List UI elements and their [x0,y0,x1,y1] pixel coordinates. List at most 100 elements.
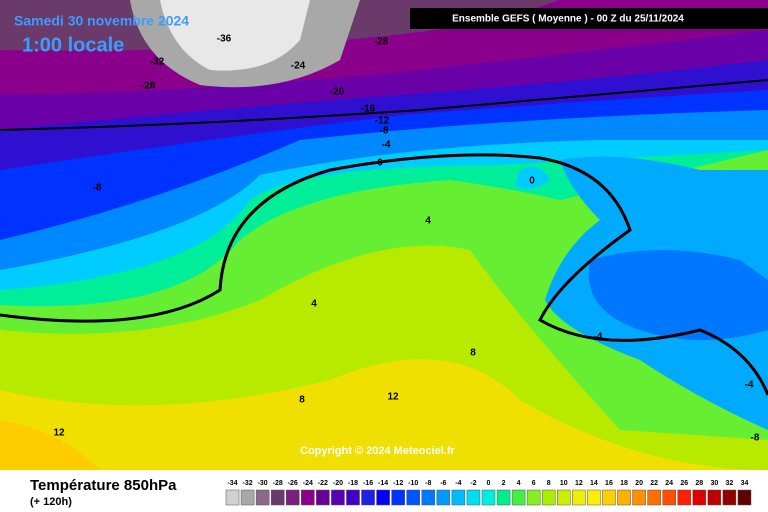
contour-label: -4 [745,380,754,391]
legend-swatch [240,489,255,506]
legend-swatch [301,489,315,506]
legend-swatch [722,489,737,506]
legend-tick-label: 30 [710,480,718,487]
contour-label: -36 [217,34,232,45]
legend-swatch [436,489,451,506]
legend-tick-label: -26 [288,480,298,487]
contour-label: -24 [291,61,306,72]
legend-tick-label: 22 [650,480,658,487]
contour-labels: -36-32-28-28-24-20-16-12-8-40-8440881212… [53,34,759,444]
legend-title: Température 850hPa [30,477,177,494]
legend-tick-label: 12 [575,480,583,487]
legend-tick-label: 4 [517,480,521,487]
header-box [410,8,768,29]
contour-label: 0 [529,176,535,187]
legend-swatch [421,489,436,506]
legend-swatch [647,489,661,506]
legend-swatch [225,489,240,506]
legend-swatch [557,489,571,506]
legend-swatch [632,489,646,506]
legend-tick-label: -20 [333,480,343,487]
legend-swatch [692,489,707,506]
legend-swatch [602,489,616,506]
legend-swatch [617,489,631,506]
legend-swatch [511,489,526,506]
legend-tick-label: -8 [425,480,431,487]
legend-tick-label: 16 [605,480,613,487]
copyright: Copyright © 2024 Meteociel.fr [300,445,456,457]
legend-tick-label: -14 [378,480,388,487]
legend-tick-label: -18 [348,480,358,487]
legend-tick-label: 24 [665,480,673,487]
map-background [0,0,768,470]
legend-swatch [587,489,601,506]
forecast-date: Samedi 30 novembre 2024 [14,13,189,29]
forecast-time: 1:00 locale [22,34,124,56]
legend-tick-label: -22 [318,480,328,487]
contour-label: 8 [299,395,305,406]
legend-swatch [406,489,420,506]
legend-tick-label: 28 [695,480,703,487]
legend-swatch [481,489,496,506]
legend-tick-label: 10 [560,480,568,487]
legend-swatch [285,489,300,506]
contour-label: -8 [93,183,102,194]
legend-tick-label: -10 [408,480,418,487]
legend-swatch [496,489,511,506]
legend-swatch [707,489,722,506]
legend-tick-label: -24 [303,480,313,487]
legend-tick-label: 18 [620,480,628,487]
legend-swatch [391,489,405,506]
contour-label: -12 [375,116,390,127]
contour-label: -8 [751,433,760,444]
legend-swatch [255,489,270,506]
contour-label: -28 [141,81,156,92]
legend-tick-label: -12 [393,480,403,487]
legend-tick-label: 26 [680,480,688,487]
legend-swatch [451,489,466,506]
contour-label: 4 [425,216,431,227]
legend-tick-label: -32 [243,480,253,487]
contour-label: -28 [374,37,389,48]
contour-label: -20 [330,87,345,98]
legend-swatch [677,489,692,506]
legend-swatch [346,489,360,506]
legend-tick-label: -4 [455,480,461,487]
legend-tick-label: -34 [227,480,237,487]
contour-label: -32 [150,57,165,68]
legend-subtitle: (+ 120h) [30,496,72,508]
legend-tick-label: 34 [741,480,749,487]
contour-label: -16 [361,104,376,115]
legend-swatch [361,489,375,506]
legend-tick-label: 6 [532,480,536,487]
legend-swatch [316,489,330,506]
contour-label: -4 [594,332,603,343]
legend-tick-label: 20 [635,480,643,487]
legend-tick-label: 2 [502,480,506,487]
legend-tick-label: -6 [440,480,446,487]
legend-tick-label: -28 [273,480,283,487]
legend-tick-label: 32 [726,480,734,487]
contour-label: 0 [377,158,383,169]
legend-swatch [572,489,586,506]
legend-swatch [541,489,556,506]
legend-swatch [526,489,541,506]
legend-tick-label: 8 [547,480,551,487]
model-run: Ensemble GEFS ( Moyenne ) - 00 Z du 25/1… [452,14,684,25]
legend-tick-label: 14 [590,480,598,487]
legend-swatch [737,489,752,506]
legend-swatch [466,489,481,506]
legend-tick-label: -30 [258,480,268,487]
legend-swatch [331,489,345,506]
contour-label: 8 [470,348,476,359]
contour-label: 4 [311,299,317,310]
legend-swatch [662,489,676,506]
legend-tick-label: -16 [363,480,373,487]
legend-swatch [376,489,390,506]
legend-tick-label: 0 [487,480,491,487]
legend-swatch [270,489,285,506]
color-scale: -34 -32 -30 -28 -26 -24 -22 -20 -18 -16 -14 -12 -10-… [225,480,752,506]
contour-label: -8 [380,126,389,137]
legend-tick-label: -2 [470,480,476,487]
